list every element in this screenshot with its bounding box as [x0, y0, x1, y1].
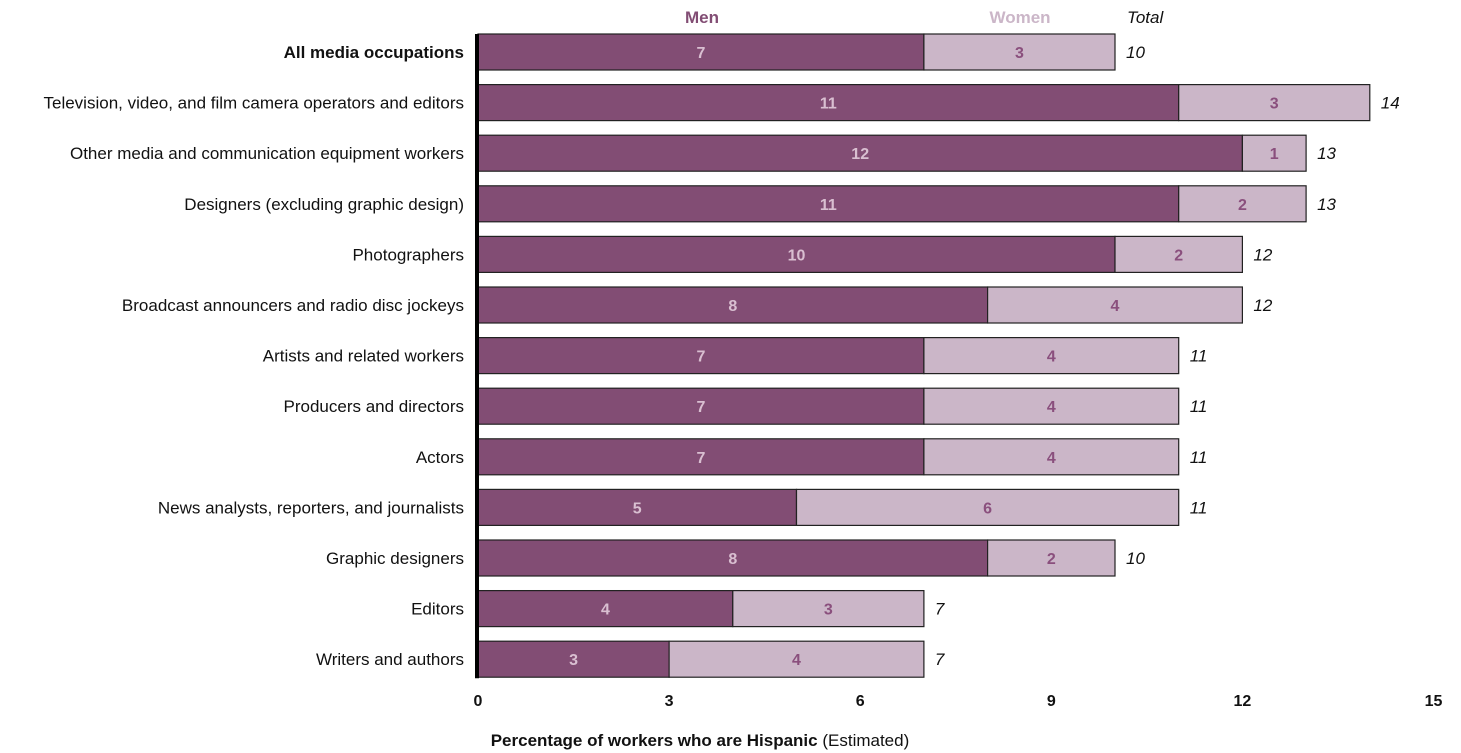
legend-total: Total [1127, 8, 1164, 27]
value-label-women: 2 [1047, 551, 1056, 568]
total-label: 11 [1190, 397, 1208, 416]
bar-women [923, 438, 1180, 476]
total-label: 10 [1126, 43, 1145, 62]
value-label-women: 1 [1270, 146, 1279, 163]
x-tick-label: 15 [1425, 693, 1443, 710]
value-label-men: 11 [820, 96, 837, 113]
value-label-women: 4 [1047, 349, 1056, 366]
bar-women [795, 488, 1180, 526]
category-label: Other media and communication equipment … [70, 144, 464, 163]
bar-men [477, 185, 1180, 223]
bar-women [923, 387, 1180, 425]
bar-women [1241, 134, 1307, 172]
total-label: 12 [1253, 245, 1272, 264]
legend-women: Women [989, 8, 1050, 27]
category-label: Producers and directors [284, 397, 464, 416]
bar-women [923, 33, 1116, 71]
bar-women [1114, 235, 1244, 273]
category-label: Writers and authors [316, 650, 464, 669]
value-label-women: 4 [1047, 450, 1056, 467]
bar-men [477, 589, 734, 628]
bar-men [477, 539, 989, 577]
value-label-men: 11 [820, 197, 837, 214]
total-label: 14 [1381, 94, 1400, 113]
category-label: Television, video, and film camera opera… [44, 94, 465, 113]
category-label: Actors [416, 448, 464, 467]
category-label: Photographers [352, 245, 464, 264]
value-label-men: 12 [851, 146, 869, 163]
value-label-men: 7 [696, 450, 705, 467]
legend-men: Men [685, 8, 719, 27]
x-tick-label: 6 [856, 693, 865, 710]
value-label-women: 4 [1111, 298, 1120, 315]
value-label-men: 7 [696, 45, 705, 62]
value-label-women: 3 [1015, 45, 1024, 62]
x-tick-label: 0 [474, 693, 483, 710]
category-label: Graphic designers [326, 549, 464, 568]
labels-layer: All media occupations 7 3 10 Television, vid… [44, 43, 1400, 669]
bar-men [477, 337, 925, 375]
total-label: 13 [1317, 195, 1336, 214]
category-label: News analysts, reporters, and journalist… [158, 498, 464, 517]
x-tick-label: 12 [1234, 693, 1252, 710]
total-label: 13 [1317, 144, 1336, 163]
total-label: 11 [1190, 448, 1208, 467]
bars-layer [477, 33, 1371, 678]
total-label: 10 [1126, 549, 1145, 568]
bar-men [477, 33, 925, 71]
bar-men [477, 83, 1180, 122]
x-axis-title-rest: (Estimated) [818, 731, 910, 750]
category-label: All media occupations [284, 43, 464, 62]
x-tick-label: 3 [665, 693, 674, 710]
value-label-men: 7 [696, 399, 705, 416]
value-label-women: 3 [824, 602, 833, 619]
total-label: 7 [935, 600, 945, 619]
value-label-women: 6 [983, 500, 992, 517]
value-label-men: 3 [569, 652, 578, 669]
value-label-men: 10 [788, 247, 806, 264]
total-label: 11 [1190, 498, 1208, 517]
total-label: 11 [1190, 347, 1208, 366]
bar-men [477, 134, 1244, 172]
x-tick-label: 9 [1047, 693, 1056, 710]
value-label-women: 3 [1270, 96, 1279, 113]
x-axis-title-bold: Percentage of workers who are Hispanic [491, 731, 818, 750]
x-axis: 0 3 6 9 12 15 [474, 693, 1443, 710]
bar-women [732, 589, 925, 628]
category-label: Designers (excluding graphic design) [184, 195, 464, 214]
value-label-men: 7 [696, 349, 705, 366]
category-label: Artists and related workers [263, 347, 464, 366]
value-label-women: 2 [1238, 197, 1247, 214]
value-label-men: 4 [601, 602, 610, 619]
bar-men [477, 488, 798, 526]
value-label-men: 5 [633, 500, 642, 517]
value-label-women: 4 [1047, 399, 1056, 416]
bar-women [1178, 83, 1371, 122]
category-label: Editors [411, 600, 464, 619]
total-label: 12 [1253, 296, 1272, 315]
bar-women [923, 337, 1180, 375]
bar-women [1178, 185, 1307, 223]
value-label-men: 8 [728, 551, 737, 568]
bar-men [477, 640, 670, 678]
value-label-women: 4 [792, 652, 801, 669]
value-label-men: 8 [728, 298, 737, 315]
value-label-women: 2 [1174, 247, 1183, 264]
bar-women [668, 640, 925, 678]
bar-women [986, 539, 1116, 577]
category-label: Broadcast announcers and radio disc jock… [122, 296, 464, 315]
total-label: 7 [935, 650, 945, 669]
bar-women [986, 286, 1243, 324]
x-axis-title: Percentage of workers who are Hispanic (… [491, 731, 910, 750]
